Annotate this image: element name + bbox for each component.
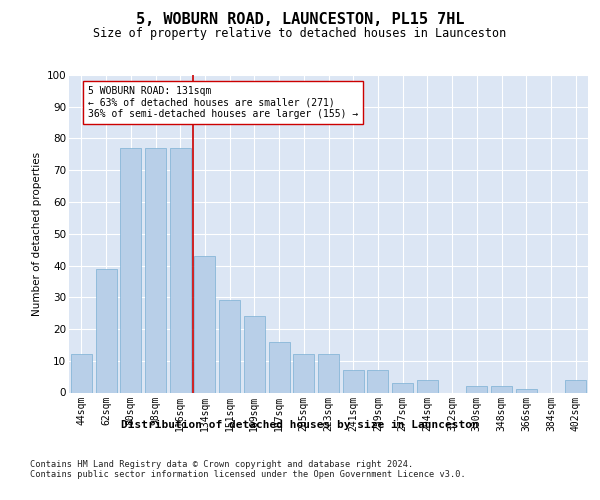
- Bar: [269, 342, 290, 392]
- Bar: [194, 256, 215, 392]
- Bar: [293, 354, 314, 393]
- Bar: [343, 370, 364, 392]
- Bar: [491, 386, 512, 392]
- Bar: [466, 386, 487, 392]
- Bar: [120, 148, 141, 392]
- Text: Distribution of detached houses by size in Launceston: Distribution of detached houses by size …: [121, 420, 479, 430]
- Bar: [145, 148, 166, 392]
- Bar: [417, 380, 438, 392]
- Bar: [244, 316, 265, 392]
- Bar: [516, 390, 537, 392]
- Bar: [318, 354, 339, 393]
- Bar: [170, 148, 191, 392]
- Bar: [392, 383, 413, 392]
- Text: Size of property relative to detached houses in Launceston: Size of property relative to detached ho…: [94, 28, 506, 40]
- Y-axis label: Number of detached properties: Number of detached properties: [32, 152, 43, 316]
- Bar: [367, 370, 388, 392]
- Bar: [565, 380, 586, 392]
- Bar: [95, 268, 116, 392]
- Bar: [219, 300, 240, 392]
- Bar: [71, 354, 92, 393]
- Text: Contains HM Land Registry data © Crown copyright and database right 2024.
Contai: Contains HM Land Registry data © Crown c…: [30, 460, 466, 479]
- Text: 5, WOBURN ROAD, LAUNCESTON, PL15 7HL: 5, WOBURN ROAD, LAUNCESTON, PL15 7HL: [136, 12, 464, 28]
- Text: 5 WOBURN ROAD: 131sqm
← 63% of detached houses are smaller (271)
36% of semi-det: 5 WOBURN ROAD: 131sqm ← 63% of detached …: [88, 86, 358, 120]
